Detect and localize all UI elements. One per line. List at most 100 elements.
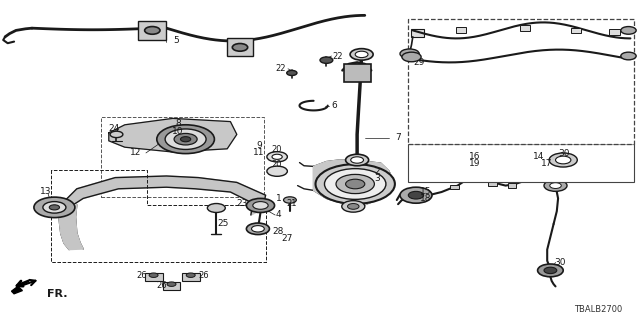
Polygon shape [109, 118, 237, 152]
Circle shape [207, 204, 225, 212]
Circle shape [400, 187, 432, 203]
Text: 3: 3 [375, 174, 380, 183]
FancyBboxPatch shape [408, 19, 634, 144]
Text: TBALB2700: TBALB2700 [574, 305, 622, 314]
FancyBboxPatch shape [456, 27, 466, 33]
Circle shape [180, 137, 191, 142]
Text: 19: 19 [469, 159, 481, 168]
Text: 16: 16 [469, 152, 481, 161]
Circle shape [348, 204, 359, 209]
FancyBboxPatch shape [408, 144, 634, 182]
Circle shape [246, 223, 269, 235]
Text: 28: 28 [273, 228, 284, 236]
FancyBboxPatch shape [571, 28, 581, 33]
Circle shape [284, 197, 296, 203]
Circle shape [272, 154, 282, 159]
Text: 27: 27 [281, 234, 292, 243]
Circle shape [402, 52, 421, 62]
Text: 15: 15 [420, 188, 431, 196]
FancyBboxPatch shape [508, 183, 516, 188]
Circle shape [346, 179, 365, 189]
FancyBboxPatch shape [520, 25, 530, 31]
Circle shape [346, 154, 369, 166]
Circle shape [287, 70, 297, 76]
Circle shape [355, 51, 368, 58]
Text: 5: 5 [173, 36, 179, 44]
Circle shape [351, 157, 364, 163]
Circle shape [174, 133, 197, 145]
Circle shape [336, 174, 374, 194]
Text: 20: 20 [271, 145, 282, 154]
Circle shape [110, 131, 123, 138]
Text: FR.: FR. [47, 289, 68, 300]
Circle shape [267, 166, 287, 176]
Circle shape [43, 202, 66, 213]
Circle shape [253, 202, 268, 209]
Text: 14: 14 [533, 152, 545, 161]
Text: 20: 20 [271, 160, 282, 169]
Circle shape [246, 198, 275, 212]
Text: 1: 1 [276, 194, 281, 203]
Circle shape [544, 180, 567, 191]
Text: 22: 22 [275, 64, 285, 73]
Circle shape [157, 125, 214, 154]
FancyBboxPatch shape [411, 29, 424, 37]
Circle shape [186, 273, 195, 277]
Text: 6: 6 [332, 101, 337, 110]
FancyBboxPatch shape [138, 21, 166, 40]
Text: 26: 26 [198, 271, 209, 280]
Polygon shape [12, 286, 22, 294]
FancyBboxPatch shape [344, 64, 371, 82]
Polygon shape [314, 160, 389, 205]
Circle shape [342, 201, 365, 212]
FancyBboxPatch shape [450, 185, 459, 189]
Text: 8: 8 [175, 119, 180, 128]
Polygon shape [61, 176, 266, 215]
Text: 23: 23 [236, 199, 248, 208]
Circle shape [316, 164, 395, 204]
Circle shape [538, 264, 563, 277]
Circle shape [34, 197, 75, 218]
Text: 12: 12 [130, 148, 141, 157]
Circle shape [400, 49, 419, 59]
Text: 22: 22 [333, 52, 343, 60]
Text: 18: 18 [420, 194, 431, 203]
FancyBboxPatch shape [227, 38, 253, 56]
Text: 4: 4 [276, 210, 281, 219]
Circle shape [408, 191, 424, 199]
Text: 13: 13 [40, 188, 52, 196]
Circle shape [556, 156, 571, 164]
Circle shape [350, 49, 373, 60]
Circle shape [165, 129, 206, 149]
Text: 26: 26 [156, 281, 166, 290]
Text: 30: 30 [554, 258, 566, 267]
Circle shape [252, 226, 264, 232]
FancyBboxPatch shape [488, 181, 497, 186]
FancyBboxPatch shape [163, 282, 180, 290]
Circle shape [167, 282, 176, 286]
Text: 17: 17 [541, 159, 553, 168]
Text: 11: 11 [253, 148, 265, 156]
FancyBboxPatch shape [182, 273, 200, 281]
Circle shape [49, 205, 60, 210]
Circle shape [549, 153, 577, 167]
Circle shape [232, 44, 248, 51]
Circle shape [621, 52, 636, 60]
Circle shape [544, 267, 557, 274]
FancyBboxPatch shape [145, 273, 163, 281]
Polygon shape [59, 205, 83, 250]
FancyBboxPatch shape [609, 29, 620, 35]
Circle shape [621, 27, 636, 34]
Text: 29: 29 [413, 58, 425, 67]
Circle shape [145, 27, 160, 34]
Text: 7: 7 [396, 133, 401, 142]
Circle shape [324, 169, 386, 199]
Text: 30: 30 [559, 149, 570, 158]
Circle shape [267, 152, 287, 162]
Circle shape [320, 57, 333, 63]
Text: 24: 24 [108, 124, 120, 132]
Circle shape [550, 183, 561, 188]
Text: 25: 25 [217, 220, 228, 228]
Circle shape [149, 273, 158, 277]
Text: 10: 10 [172, 127, 184, 136]
